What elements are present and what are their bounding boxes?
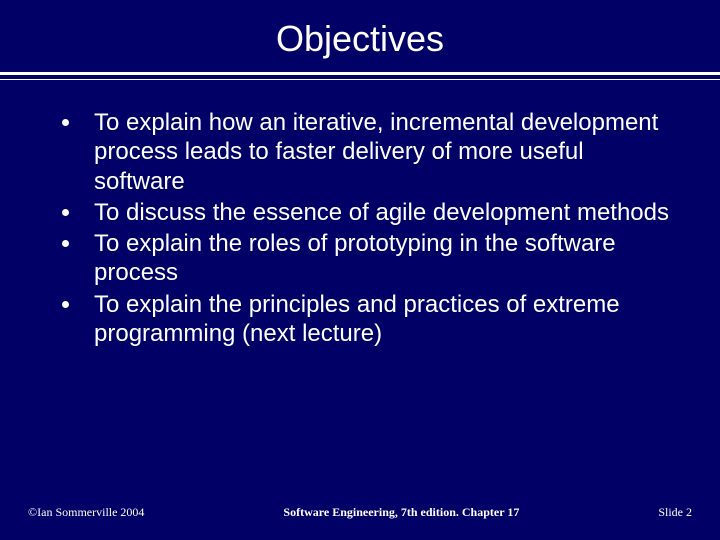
footer-chapter: Software Engineering, 7th edition. Chapt…: [144, 505, 658, 520]
list-item: To explain the principles and practices …: [48, 290, 672, 349]
slide-content: To explain how an iterative, incremental…: [0, 80, 720, 348]
title-divider: [0, 72, 720, 75]
slide-footer: ©Ian Sommerville 2004 Software Engineeri…: [0, 505, 720, 520]
footer-slide-num: 2: [686, 505, 692, 519]
list-item: To explain the roles of prototyping in t…: [48, 229, 672, 288]
list-item: To discuss the essence of agile developm…: [48, 198, 672, 227]
footer-slide-prefix: Slide: [658, 505, 686, 519]
list-item: To explain how an iterative, incremental…: [48, 108, 672, 196]
footer-copyright: ©Ian Sommerville 2004: [28, 505, 144, 520]
bullet-list: To explain how an iterative, incremental…: [48, 108, 672, 348]
slide-title: Objectives: [0, 0, 720, 72]
slide: Objectives To explain how an iterative, …: [0, 0, 720, 540]
footer-slide-number: Slide 2: [658, 505, 692, 520]
